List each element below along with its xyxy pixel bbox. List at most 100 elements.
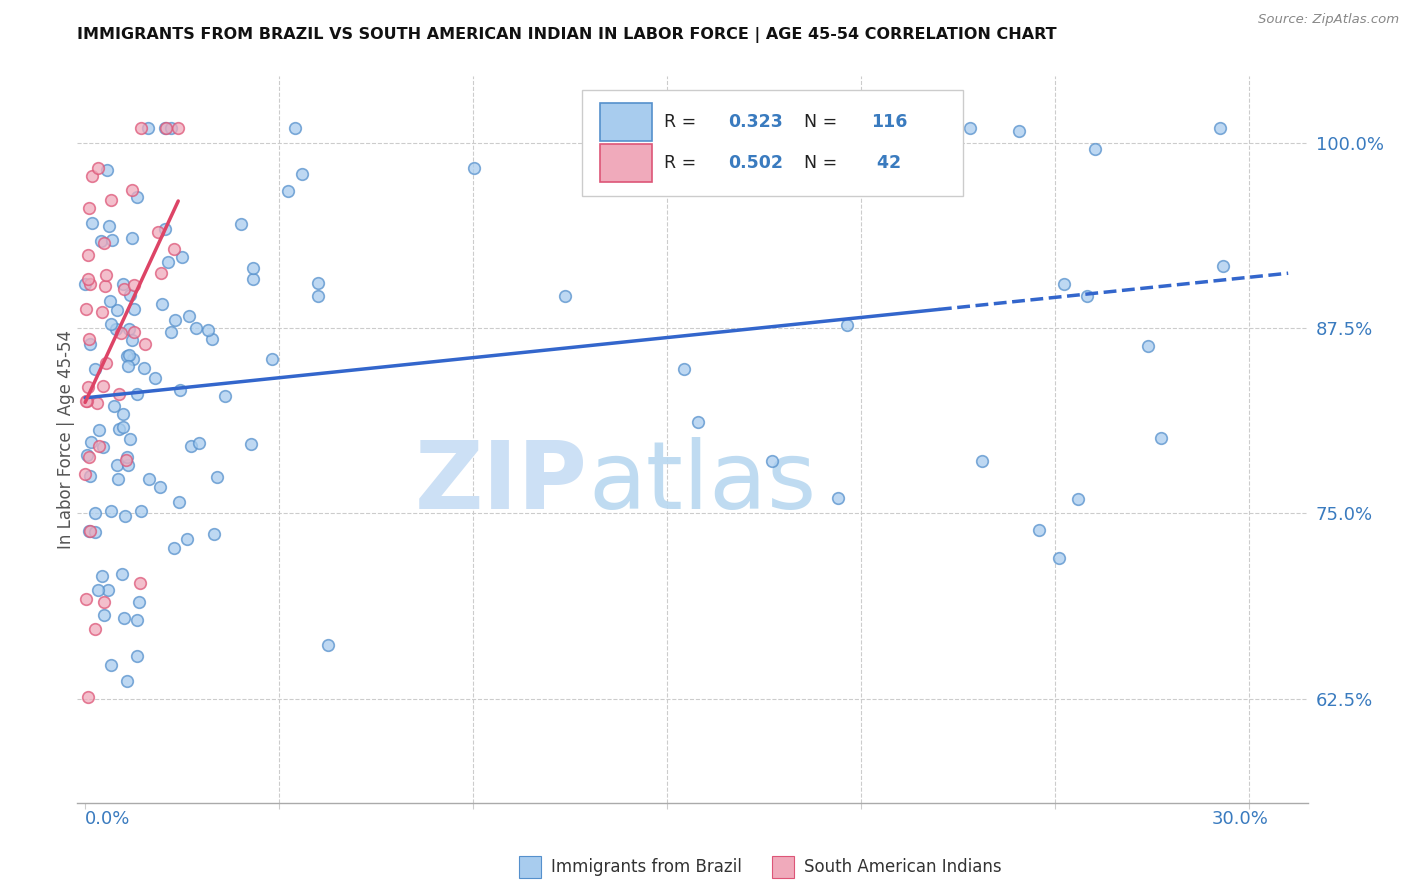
- Point: [1052, 277, 1074, 291]
- Point: [75, 467, 97, 481]
- Point: [97, 583, 120, 598]
- Point: [107, 472, 129, 486]
- Point: [84, 362, 107, 376]
- Text: IMMIGRANTS FROM BRAZIL VS SOUTH AMERICAN INDIAN IN LABOR FORCE | AGE 45-54 CORRE: IMMIGRANTS FROM BRAZIL VS SOUTH AMERICAN…: [77, 27, 1057, 43]
- Point: [972, 454, 994, 468]
- Text: atlas: atlas: [588, 437, 815, 529]
- Point: [159, 325, 181, 339]
- Point: [90, 234, 112, 248]
- Point: [87, 161, 110, 175]
- Point: [101, 233, 124, 247]
- Point: [76, 379, 98, 393]
- Text: 116: 116: [870, 112, 907, 130]
- Text: 0.0%: 0.0%: [86, 810, 131, 828]
- Point: [122, 277, 145, 292]
- Text: R =: R =: [664, 112, 702, 130]
- Point: [169, 383, 191, 397]
- Text: Source: ZipAtlas.com: Source: ZipAtlas.com: [1258, 13, 1399, 27]
- Point: [79, 337, 101, 351]
- Point: [96, 162, 118, 177]
- Point: [98, 294, 121, 309]
- Point: [136, 120, 159, 135]
- Point: [1028, 524, 1050, 538]
- Point: [134, 336, 156, 351]
- Point: [1212, 260, 1234, 274]
- Point: [307, 289, 329, 303]
- Point: [105, 458, 128, 472]
- Point: [79, 524, 101, 539]
- Point: [100, 504, 122, 518]
- Text: 0.323: 0.323: [728, 112, 783, 130]
- Point: [91, 305, 114, 319]
- Point: [94, 356, 117, 370]
- Point: [242, 261, 264, 276]
- Point: [76, 394, 98, 409]
- Point: [86, 395, 108, 409]
- Point: [108, 387, 131, 401]
- Point: [122, 325, 145, 339]
- Point: [129, 576, 152, 591]
- Point: [125, 613, 148, 627]
- Point: [112, 420, 135, 434]
- Text: 0.502: 0.502: [728, 154, 783, 172]
- Point: [205, 469, 228, 483]
- Point: [111, 407, 134, 421]
- Point: [672, 361, 695, 376]
- Point: [77, 524, 100, 539]
- Point: [155, 222, 177, 236]
- Point: [128, 595, 150, 609]
- Point: [146, 225, 169, 239]
- Point: [125, 387, 148, 401]
- Point: [97, 219, 120, 233]
- Point: [214, 389, 236, 403]
- Point: [115, 674, 138, 689]
- Point: [633, 145, 655, 160]
- Point: [107, 303, 129, 318]
- Point: [122, 301, 145, 316]
- Point: [624, 178, 647, 192]
- Point: [129, 504, 152, 518]
- Y-axis label: In Labor Force | Age 45-54: In Labor Force | Age 45-54: [58, 330, 75, 549]
- Point: [91, 378, 114, 392]
- Point: [94, 268, 117, 282]
- Point: [87, 583, 110, 598]
- Point: [291, 167, 314, 181]
- Point: [117, 348, 139, 362]
- Point: [84, 524, 107, 539]
- Point: [176, 532, 198, 546]
- Point: [1076, 289, 1098, 303]
- Point: [201, 333, 224, 347]
- Point: [893, 164, 915, 178]
- FancyBboxPatch shape: [582, 90, 963, 195]
- Text: Immigrants from Brazil: Immigrants from Brazil: [551, 858, 742, 876]
- Point: [149, 267, 172, 281]
- Point: [103, 399, 125, 413]
- Point: [186, 321, 208, 335]
- Text: 30.0%: 30.0%: [1212, 810, 1268, 828]
- Point: [163, 541, 186, 555]
- Point: [80, 216, 103, 230]
- Point: [149, 480, 172, 494]
- Point: [318, 638, 340, 652]
- Text: ZIP: ZIP: [415, 437, 588, 529]
- Point: [283, 120, 305, 135]
- Point: [84, 506, 107, 520]
- Point: [157, 255, 180, 269]
- Point: [79, 469, 101, 483]
- Point: [118, 288, 141, 302]
- Point: [112, 282, 135, 296]
- Point: [93, 608, 115, 623]
- Point: [122, 352, 145, 367]
- Point: [93, 440, 115, 454]
- Point: [169, 494, 191, 508]
- Text: 42: 42: [870, 154, 901, 172]
- Point: [202, 527, 225, 541]
- Point: [80, 169, 103, 184]
- Point: [160, 120, 183, 135]
- Point: [87, 439, 110, 453]
- Point: [77, 201, 100, 215]
- Point: [90, 568, 112, 582]
- Point: [75, 393, 97, 408]
- FancyBboxPatch shape: [600, 103, 652, 141]
- Point: [688, 415, 710, 429]
